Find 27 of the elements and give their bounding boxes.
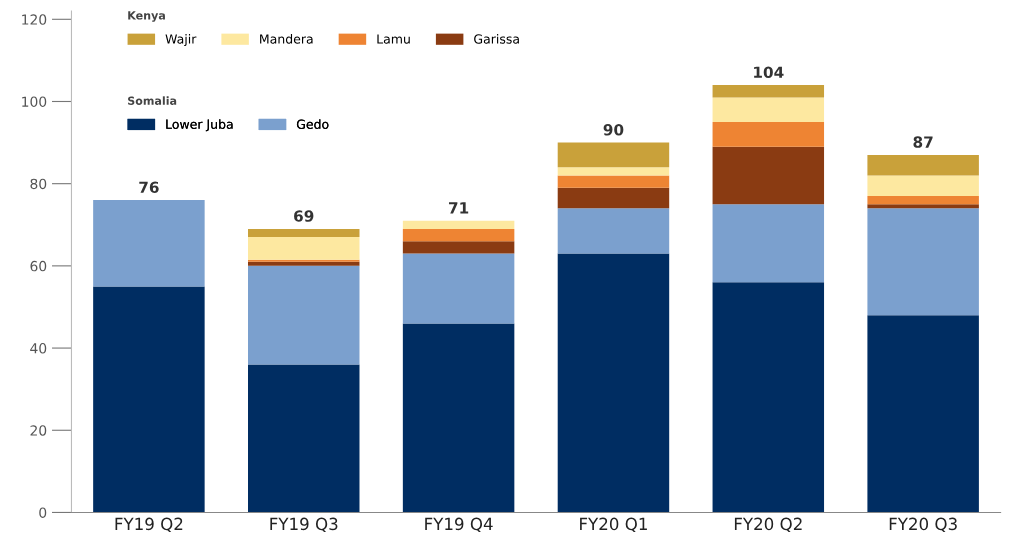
annotation: Somalia [128,96,177,105]
total-label: 71 [448,202,469,214]
y-tick-label: 20 [30,425,47,436]
x-tick-label: FY19 Q2 [115,517,183,533]
x-tick-label: FY19 Q4 [425,517,493,533]
y-tick-label: 0 [39,507,47,518]
x-tick-label: FY19 Q3 [270,517,338,533]
legend-label: Lower Juba [166,119,233,132]
y-tick-label: 120 [22,14,47,25]
y-tick-label: 60 [30,260,47,272]
total-label: 90 [603,123,624,136]
x-tick-label: FY20 Q3 [889,517,957,533]
total-label: 76 [139,181,159,194]
annotation: Kenya [128,11,165,22]
legend-label: Wajir [165,34,197,47]
legend-label: Mandera [260,34,313,44]
total-label: 104 [754,66,784,78]
y-tick-label: 80 [30,178,47,190]
total-label: 69 [294,210,314,222]
legend-label: Gedo [296,119,329,129]
legend-label: Garissa [474,34,519,44]
x-tick-label: FY20 Q1 [580,517,647,533]
total-label: 87 [913,136,933,148]
y-tick-label: 100 [22,96,47,107]
y-tick-label: 40 [30,343,47,354]
x-tick-label: FY20 Q2 [734,517,802,533]
legend-label: Lamu [377,34,410,44]
